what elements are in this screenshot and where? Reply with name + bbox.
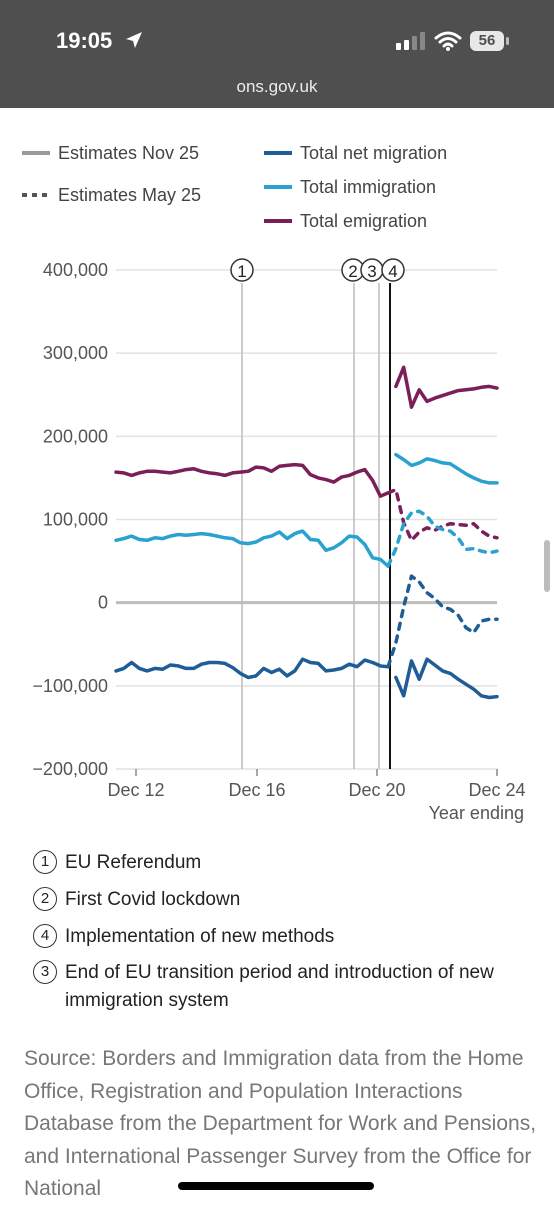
legend-immigration-swatch (264, 185, 292, 189)
total-net-migration-line-nov (114, 657, 390, 680)
battery-terminal (506, 37, 509, 45)
page-scrollbar[interactable] (544, 540, 550, 592)
note-text: EU Referendum (65, 852, 202, 873)
total-immigration-line-nov (114, 529, 390, 568)
total-net-migration-line-nov (394, 657, 499, 700)
y-tick-label: 100,000 (43, 510, 108, 530)
x-tick-label: Dec 20 (348, 780, 405, 800)
total-net-migration-line-may (386, 574, 499, 669)
annotation-marker-label: 1 (237, 262, 246, 281)
total-emigration-line-may (386, 487, 499, 543)
legend-emigration: Total emigration (300, 211, 428, 231)
legend-immigration: Total immigration (300, 177, 437, 197)
source-text: Source: Borders and Immigration data fro… (24, 1047, 537, 1200)
total-emigration-line-nov (114, 462, 390, 498)
annotation-marker-label: 4 (388, 262, 397, 281)
legend-net: Total net migration (300, 143, 448, 163)
y-tick-label: 200,000 (43, 426, 108, 446)
y-tick-label: −100,000 (32, 676, 108, 696)
wifi-icon (434, 31, 462, 51)
note-text: Implementation of new methods (65, 926, 335, 947)
annotation-marker-label: 2 (348, 262, 357, 281)
status-bar: 19:05 56 ons.gov.uk (0, 0, 554, 108)
note-number: 3 (33, 960, 57, 984)
annotation-marker-1 (230, 258, 254, 282)
status-time: 19:05 (56, 28, 113, 53)
migration-chart: 400,000 300,000 200,000 100,000 0 −100,000 −20… (32, 258, 526, 823)
y-tick-label: −200,000 (32, 759, 108, 779)
note-number: 4 (33, 924, 57, 948)
legend-solid-swatch (22, 151, 50, 155)
note-number: 1 (33, 850, 57, 874)
home-indicator[interactable] (178, 1182, 374, 1190)
legend-net-swatch (264, 151, 292, 155)
x-tick-label: Dec 24 (468, 780, 525, 800)
legend-estimates-may: Estimates May 25 (58, 185, 202, 205)
cellular-signal-icon (396, 32, 425, 50)
total-immigration-line-may (386, 509, 499, 568)
note-number: 2 (33, 887, 57, 911)
annotation-marker-4 (381, 258, 405, 282)
location-arrow-icon (126, 32, 142, 48)
note-text: First Covid lockdown (65, 889, 241, 910)
total-emigration-line-nov (394, 365, 499, 409)
x-tick-label: Dec 12 (107, 780, 164, 800)
browser-url[interactable]: ons.gov.uk (236, 77, 318, 96)
y-tick-label: 300,000 (43, 343, 108, 363)
y-tick-label: 0 (98, 593, 108, 613)
x-tick-label: Dec 16 (228, 780, 285, 800)
battery-icon: 56 (470, 31, 504, 51)
legend-emigration-swatch (264, 219, 292, 223)
y-tick-label: 400,000 (43, 260, 108, 280)
legend-estimates-nov: Estimates Nov 25 (58, 143, 200, 163)
total-immigration-line-nov (394, 452, 499, 485)
annotation-marker-label: 3 (367, 262, 376, 281)
x-axis-title: Year ending (429, 803, 524, 823)
legend-dashed-swatch (22, 193, 50, 197)
note-text: End of EU transition period and introduc… (65, 962, 494, 1011)
